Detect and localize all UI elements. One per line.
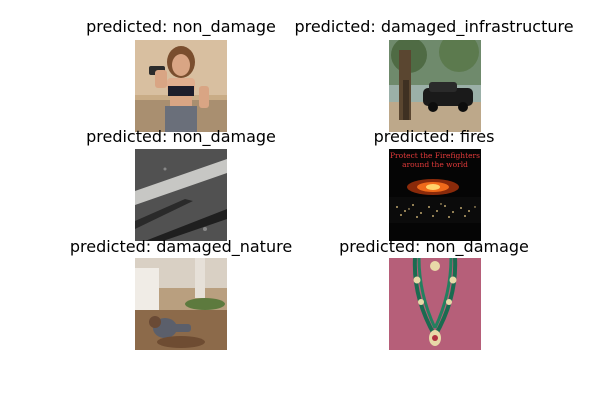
wildfire-night-photo: Protect the Firefighters around the worl… [389,149,481,241]
fire-caption-line-2: around the world [402,160,468,169]
panel-3-title: predicted: non_damage [86,127,276,146]
digging-earth-photo [135,258,227,350]
panel-4-title: predicted: fires [373,127,495,146]
woman-with-dumbbell-photo [135,40,227,132]
panel-2-title: predicted: damaged_infrastructure [294,17,574,36]
road-markings-photo [135,149,227,241]
panel-1-title: predicted: non_damage [86,17,276,36]
panel-5-title: predicted: damaged_nature [69,237,293,256]
green-necklace-photo [389,258,481,350]
car-under-tree-photo [389,40,481,132]
panel-6-title: predicted: non_damage [339,237,529,256]
fire-caption-line-1: Protect the Firefighters [390,151,480,160]
